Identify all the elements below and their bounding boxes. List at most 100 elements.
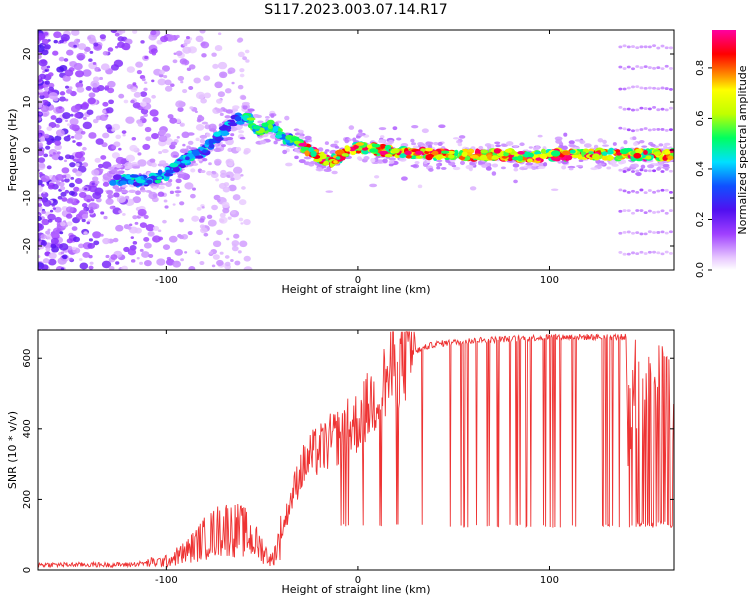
spectrogram-noise-cell	[50, 230, 59, 238]
spectrogram-noise-cell	[123, 99, 129, 104]
spectrogram-ridge-cell	[222, 124, 229, 129]
spectrogram-band-cell	[635, 190, 640, 194]
spectrogram-band-cell	[631, 45, 636, 48]
spectrogram-band-cell	[668, 46, 673, 50]
spectrogram-ridge-cell	[539, 153, 548, 159]
spectrogram-noise-cell	[233, 233, 240, 239]
spectrogram-noise-cell	[78, 243, 84, 249]
spectrogram-halo-cell	[630, 163, 636, 168]
spectrogram-noise-cell	[177, 75, 185, 82]
spectrogram-noise-cell	[92, 86, 101, 93]
spectrogram-noise-cell	[162, 219, 167, 224]
spectrogram-noise-cell	[151, 52, 157, 56]
spectrogram-ridge-cell	[310, 150, 317, 158]
spectrogram-band-cell	[664, 167, 669, 171]
spectrogram-noise-cell	[84, 187, 88, 191]
colorbar-tick-label: 0.4	[695, 161, 706, 177]
spectrogram-band-cell	[647, 66, 652, 69]
spectrogram-noise-cell	[121, 130, 127, 134]
spectrogram-halo-cell	[344, 138, 350, 144]
spectrogram-ridge-cell	[653, 151, 662, 156]
spectrogram-halo-cell	[500, 166, 506, 170]
spectrogram-noise-cell	[61, 254, 68, 260]
spectrogram-ridge-cell	[535, 157, 542, 161]
spectrogram-halo-cell	[208, 128, 217, 131]
spectrogram-noise-cell	[182, 42, 188, 47]
spectrogram-noise-cell	[79, 262, 89, 270]
spectrogram-ridge-cell	[366, 144, 373, 149]
spectrogram-halo-cell	[623, 140, 628, 145]
spectrogram-band-cell	[664, 188, 669, 192]
spectrogram-halo-cell	[609, 159, 617, 164]
spectrogram-noise-cell	[224, 255, 230, 259]
spectrogram-ridge-cell	[119, 180, 128, 185]
spectrogram-ridge-cell	[113, 174, 122, 181]
spectrogram-noise-cell	[118, 147, 122, 151]
spectrogram-ridge-cell	[252, 125, 261, 130]
spectrogram-halo-cell	[555, 139, 563, 144]
spectrogram-halo-cell	[563, 132, 568, 137]
spectrogram-halo-cell	[423, 160, 428, 165]
spectrogram-halo-cell	[238, 130, 245, 134]
spectrogram-halo-cell	[331, 170, 338, 175]
spectrogram-halo-cell	[161, 148, 169, 154]
spectrogram-noise-cell	[66, 198, 74, 204]
spectrogram-halo-cell	[578, 159, 584, 162]
spectrogram-halo-cell	[355, 135, 361, 139]
spectrogram-ridge-cell	[191, 149, 200, 156]
spectrogram-halo-cell	[370, 157, 376, 163]
spectrogram-band-cell	[656, 251, 661, 255]
spectrogram-noise-cell	[38, 267, 42, 270]
spectrogram-noise-cell	[45, 247, 51, 252]
spectrogram-noise-cell	[102, 172, 112, 181]
spectrogram-noise-cell	[101, 260, 112, 269]
spectrogram-band-cell	[668, 106, 673, 110]
spectrogram-noise-cell	[100, 63, 110, 71]
spectrogram-halo-cell	[145, 190, 152, 193]
spectrogram-noise-cell	[136, 70, 142, 75]
spectrogram-ridge-cell	[333, 160, 338, 164]
spectrogram-halo-cell	[421, 128, 429, 134]
spectrogram-halo-cell	[561, 165, 567, 170]
spectrogram-halo-cell	[399, 157, 407, 162]
spectrogram-band-cell	[631, 85, 636, 89]
spectrogram-halo-cell	[494, 141, 501, 145]
spectrogram-noise-cell	[194, 110, 198, 114]
spectrogram-noise-cell	[58, 156, 64, 161]
spectrogram-noise-cell	[60, 191, 67, 197]
spectrogram-noise-cell	[240, 173, 244, 177]
spectrogram-noise-cell	[38, 238, 41, 242]
spectrogram-ridge-cell	[157, 169, 163, 176]
spectrogram-band-cell	[639, 250, 644, 254]
spectrogram-noise-cell	[88, 265, 94, 270]
spectrogram-noise-cell	[245, 59, 250, 63]
spectrogram-halo-cell	[528, 146, 533, 149]
spectrogram-halo-cell	[298, 159, 306, 164]
spectrogram-noise-cell	[102, 237, 111, 245]
spectrogram-noise-cell	[107, 47, 114, 52]
spectrogram-band-cell	[626, 65, 631, 69]
spectrogram-noise-cell	[143, 236, 150, 242]
spectrogram-band-cell	[652, 105, 657, 109]
spectrogram-halo-cell	[436, 163, 441, 167]
spectrogram-noise-cell	[239, 68, 245, 73]
spectrogram-noise-cell	[54, 216, 62, 223]
spectrogram-noise-cell	[243, 219, 251, 226]
spectrogram-noise-cell	[144, 81, 148, 84]
spectrogram-band-cell	[635, 65, 640, 68]
spectrogram-noise-cell	[115, 156, 125, 165]
spectrogram-ridge-cell	[165, 169, 174, 174]
spectrogram-noise-cell	[66, 88, 73, 94]
spectrogram-noise-cell	[115, 45, 119, 49]
spectrogram-noise-cell	[164, 205, 169, 209]
spectrogram-halo-cell	[458, 135, 466, 139]
spectrogram-noise-cell	[176, 136, 180, 139]
spectrogram-halo-cell	[201, 121, 209, 125]
snr-y-axis-label: SNR (10 * v/v)	[6, 411, 19, 489]
spectrogram-halo-cell	[159, 160, 167, 165]
spectrogram-noise-cell	[117, 36, 125, 42]
spectrogram-halo-cell	[115, 163, 122, 169]
spectrogram-halo-cell	[606, 166, 612, 170]
spectrogram-noise-cell	[44, 80, 50, 85]
spectrogram-noise-cell	[212, 254, 220, 260]
